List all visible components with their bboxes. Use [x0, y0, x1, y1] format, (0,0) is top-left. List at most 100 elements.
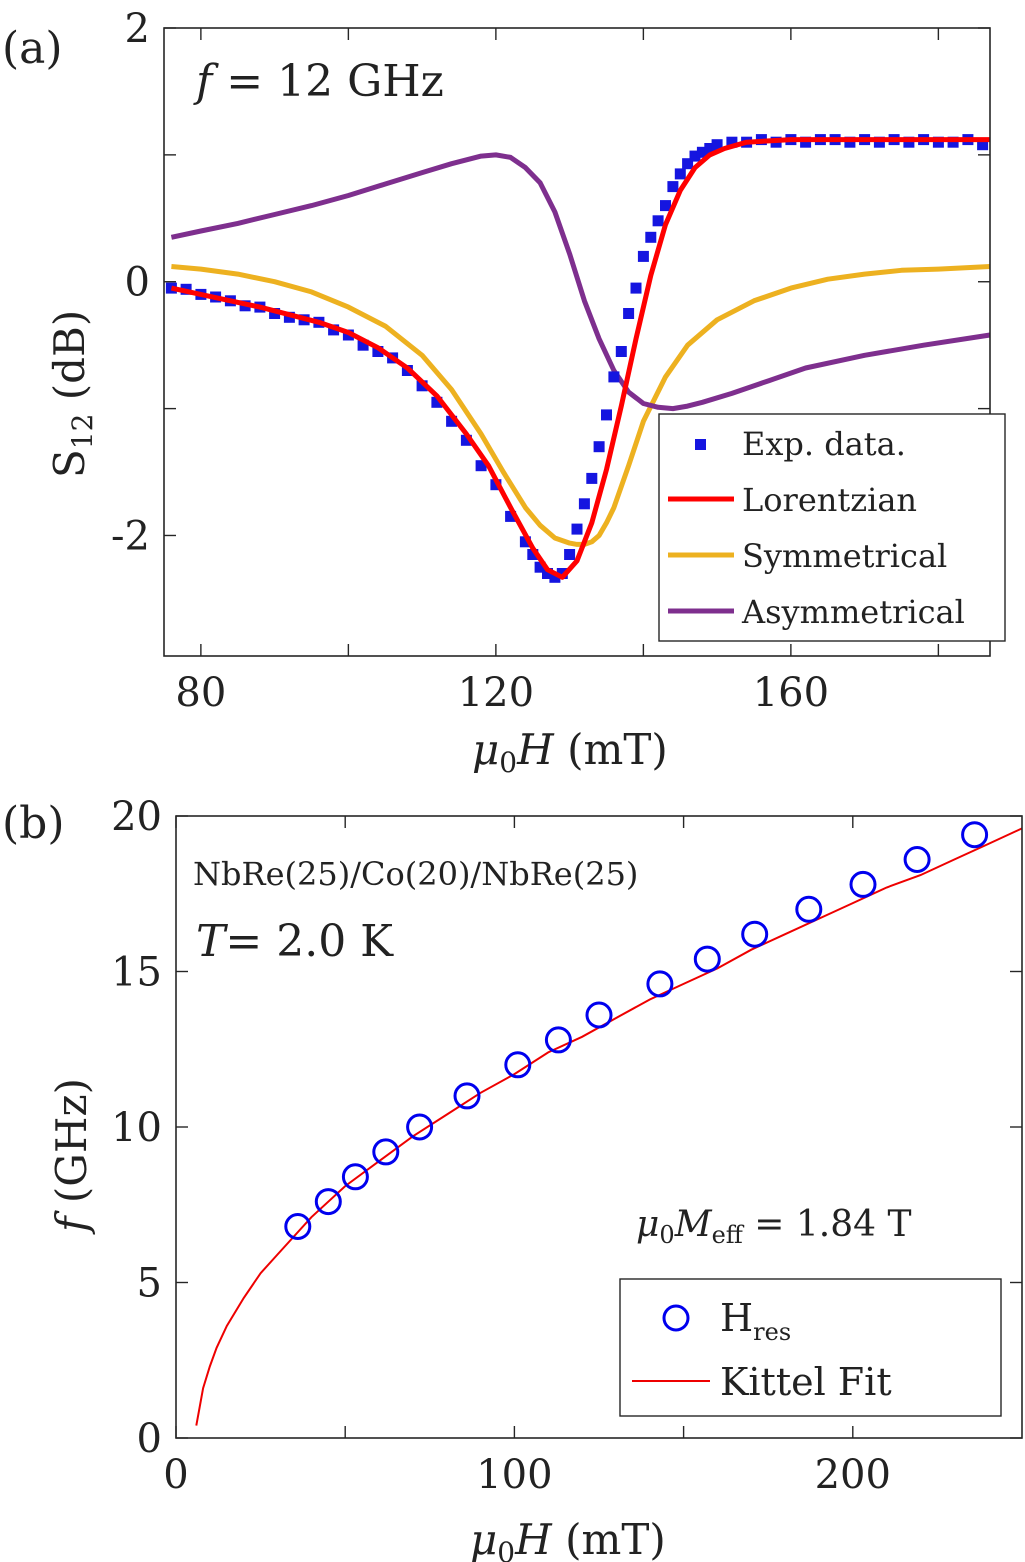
legend-label-lorentzian: Lorentzian: [742, 481, 917, 519]
h-res-point: [646, 970, 674, 998]
exp-data-point: [711, 139, 723, 151]
panel-b-tick-labels: 0 100 200 0 5 10 15 20: [111, 794, 891, 1498]
h-res-point: [284, 1213, 312, 1240]
exp-data-point: [564, 549, 576, 560]
exp-data-point: [578, 498, 590, 510]
h-res-point: [903, 846, 931, 873]
x-tick-label: 100: [476, 1452, 552, 1498]
exp-data-point: [542, 568, 553, 579]
h-res-point: [544, 1026, 572, 1054]
kittel-fit-series: [195, 827, 1023, 1426]
exp-data-point: [903, 136, 915, 148]
exp-data-point: [571, 523, 583, 535]
exp-data-point: [873, 136, 885, 148]
panel-b-y-axis-label: f (GHz): [47, 1078, 96, 1235]
exp-data-point: [932, 136, 944, 148]
panel-b-sample-annotation: NbRe(25)/Co(20)/NbRe(25): [193, 855, 638, 893]
panel-a-legend-box: [658, 413, 1006, 642]
panel-a: (a) 80 120 160 -2 0 2 f = 12 GHz μ0H (mT) S12…: [2, 6, 1006, 779]
exp-data-point: [519, 536, 531, 548]
y-tick-label: 10: [111, 1105, 162, 1151]
exp-data-point: [800, 136, 812, 148]
h-res-point: [741, 920, 769, 948]
exp-data-point: [357, 339, 369, 351]
x-tick-label: 0: [163, 1452, 188, 1498]
exp-data-point: [283, 311, 295, 323]
asymmetrical-line: [170, 152, 991, 412]
exp-data-point: [460, 434, 472, 446]
panel-b-x-axis-label: μ0H (mT): [470, 1515, 666, 1562]
exp-data-point: [660, 200, 671, 212]
panel-a-axes-box: [163, 27, 991, 657]
h-res-point: [314, 1188, 342, 1216]
exp-data-point: [696, 146, 708, 158]
lorentzian-series: [170, 137, 990, 580]
exp-data-point: [645, 231, 657, 243]
exp-data-point: [475, 460, 487, 472]
y-tick-label: -2: [111, 513, 150, 559]
legend-label-kittel-fit: Kittel Fit: [720, 1360, 892, 1404]
exp-data-point: [682, 158, 694, 170]
exp-data-point: [586, 472, 598, 484]
legend-label-symmetrical: Symmetrical: [742, 537, 947, 575]
h-res-point: [372, 1138, 400, 1166]
panel-b-label: (b): [2, 798, 65, 849]
exp-data-point: [674, 168, 686, 180]
panel-a-y-axis-label: S12 (dB): [45, 310, 99, 478]
x-tick-label: 80: [175, 670, 226, 716]
exp-data-point: [652, 215, 664, 227]
h-res-point: [961, 821, 989, 849]
exp-data-point: [947, 136, 959, 148]
x-tick-label: 160: [753, 670, 829, 716]
lorentzian-line: [170, 137, 990, 580]
exp-data-point: [269, 308, 281, 319]
panel-b-legend: Hres Kittel Fit: [619, 1278, 1002, 1417]
h-res-point: [406, 1113, 434, 1141]
y-tick-label: 0: [137, 1416, 162, 1462]
h-res-point: [341, 1163, 369, 1191]
exp-data-point: [505, 510, 517, 522]
panel-b-temperature-annotation: T= 2.0 K: [196, 916, 394, 967]
exp-data-point: [601, 409, 612, 421]
h-res-point: [693, 945, 721, 973]
y-tick-label: 0: [125, 260, 150, 306]
exp-data-point: [446, 415, 458, 427]
h-res-point: [795, 895, 823, 923]
exp-data-point: [608, 371, 620, 383]
h-res-point: [849, 870, 877, 898]
exp-data-point: [615, 346, 627, 357]
exp-data-point: [593, 441, 605, 453]
panel-a-label: (a): [2, 23, 63, 74]
legend-label-h-res: Hres: [720, 1296, 791, 1346]
h-res-point: [453, 1082, 481, 1110]
exp-data-point: [844, 136, 856, 148]
exp-data-point: [689, 150, 701, 162]
panel-a-annotation: f = 12 GHz: [193, 56, 444, 107]
kittel-fit-line: [195, 827, 1023, 1426]
exp-data-point: [623, 308, 635, 319]
panel-a-x-axis-label: μ0H (mT): [472, 725, 668, 779]
exp-data-point: [372, 346, 384, 357]
y-tick-label: 2: [125, 6, 150, 52]
exp-data-point: [534, 561, 546, 573]
x-tick-label: 200: [815, 1452, 891, 1498]
y-tick-label: 20: [111, 794, 162, 840]
h-res-series: [284, 821, 989, 1240]
exp-data-point: [704, 143, 716, 154]
legend-label-exp-data: Exp. data.: [742, 425, 906, 463]
panel-b-meff-annotation: μ0Meff = 1.84 T: [636, 1204, 912, 1249]
exp-data-point: [549, 571, 561, 583]
exp-data-point: [667, 181, 679, 193]
h-res-point: [504, 1051, 532, 1079]
asymmetrical-series: [170, 152, 991, 412]
exp-data-point: [726, 136, 738, 148]
h-res-point: [585, 1001, 613, 1029]
panel-a-legend: Exp. data. Lorentzian Symmetrical Asymme…: [658, 413, 1006, 642]
y-tick-label: 5: [137, 1261, 162, 1307]
exp-data-point: [556, 568, 568, 579]
legend-marker-h-res: [662, 1304, 690, 1332]
y-tick-label: 15: [111, 950, 162, 996]
exp-data-point: [527, 549, 539, 560]
panel-a-ticks: [164, 27, 990, 656]
